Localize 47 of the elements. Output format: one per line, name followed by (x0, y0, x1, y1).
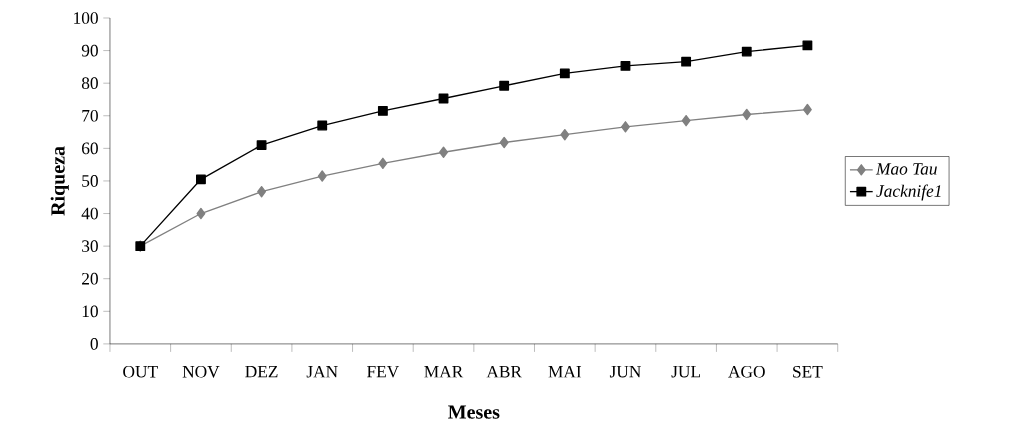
point (802, 40, 813, 51)
y-tick-label: 30 (82, 240, 98, 253)
point (499, 136, 509, 149)
y-tick-label: 70 (82, 109, 98, 122)
x-axis-title: Meses (448, 405, 500, 419)
legend-label: Mao Tau (875, 163, 937, 175)
point (377, 106, 388, 116)
y-tick-label: 50 (82, 175, 98, 187)
x-tick-label: JUN (609, 365, 641, 378)
x-tick-label: MAR (424, 366, 464, 378)
y-tick-label: 20 (82, 272, 98, 285)
legend-label: Jacknife1 (876, 184, 941, 201)
y-tick-label: 10 (82, 305, 98, 318)
y-axis-title: Riqueza (50, 146, 69, 216)
point (681, 56, 692, 67)
point (802, 103, 812, 116)
x-tick-label: JAN (306, 366, 338, 378)
y-tick-label: 100 (74, 12, 98, 24)
point (378, 157, 388, 170)
point (621, 121, 630, 133)
point (560, 129, 570, 141)
point (317, 170, 327, 182)
x-tick-label: AGO (728, 365, 765, 378)
y-tick-label: 60 (82, 142, 98, 155)
x-tick-label: NOV (182, 365, 220, 378)
x-tick-label: MAI (548, 366, 582, 378)
point (742, 108, 752, 121)
x-tick-label: OUT (123, 365, 158, 378)
point (196, 174, 206, 185)
point (741, 46, 752, 57)
point (681, 114, 691, 127)
point (257, 186, 267, 198)
y-tick-label: 90 (81, 44, 98, 57)
point (499, 80, 510, 91)
x-tick-label: SET (793, 365, 823, 378)
y-tick-label: 0 (90, 338, 98, 350)
x-tick-label: ABR (486, 366, 522, 378)
y-tick-label: 40 (81, 207, 98, 220)
point (317, 120, 328, 131)
x-tick-label: FEV (367, 365, 400, 378)
x-tick-label: JUL (671, 365, 700, 378)
point (256, 140, 267, 151)
point (620, 61, 631, 71)
point (559, 68, 570, 79)
point (196, 207, 206, 220)
y-tick-label: 80 (81, 77, 98, 90)
x-tick-label: DEZ (245, 365, 278, 378)
